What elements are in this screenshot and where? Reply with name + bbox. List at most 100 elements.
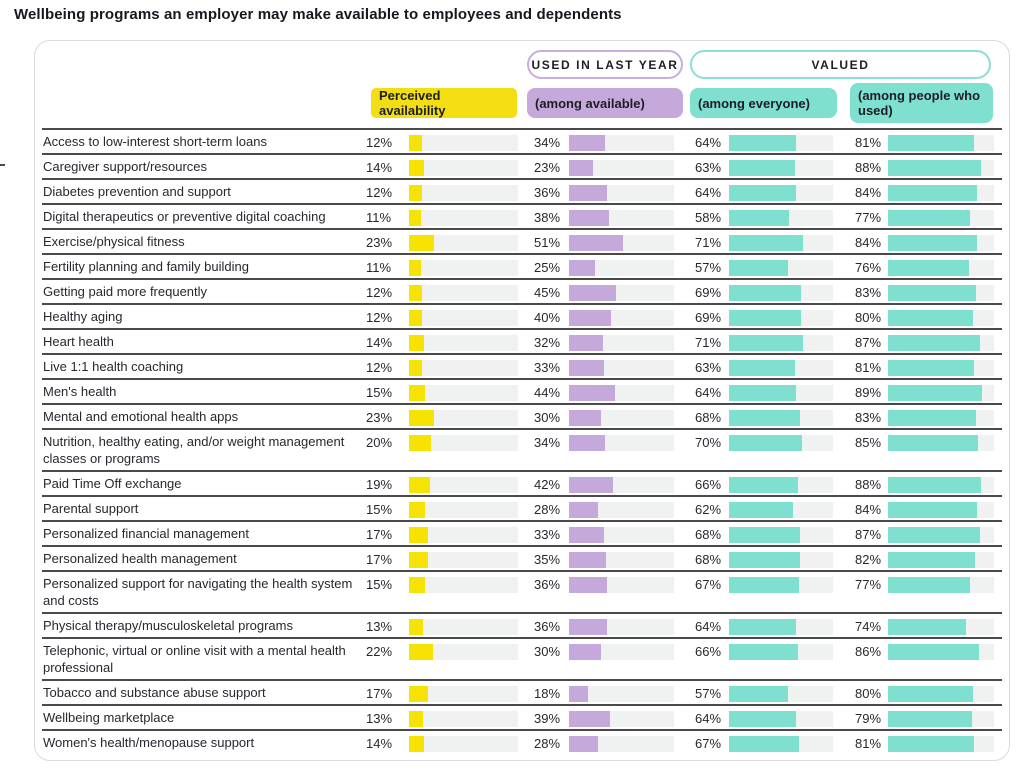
- valued-everyone-bar-fill: [729, 434, 802, 451]
- valued-used-value: 74%: [855, 619, 882, 634]
- table-row: Nutrition, healthy eating, and/or weight…: [42, 428, 1002, 470]
- valued-used-value: 80%: [855, 310, 882, 325]
- used-last-year-value: 34%: [534, 135, 561, 150]
- used-last-year-value: 33%: [534, 527, 561, 542]
- valued-everyone-value: 68%: [695, 527, 722, 542]
- used-last-year-metric: 32%: [534, 332, 674, 353]
- availability-value: 12%: [366, 310, 393, 325]
- valued-used-bar-fill: [888, 159, 982, 176]
- availability-bar-fill: [409, 134, 423, 151]
- availability-value: 23%: [366, 410, 393, 425]
- used-last-year-bar-fill: [569, 259, 596, 276]
- valued-used-bar-fill: [888, 476, 982, 493]
- availability-bar-fill: [409, 735, 425, 752]
- valued-used-value: 84%: [855, 235, 882, 250]
- used-last-year-metric: 42%: [534, 474, 674, 495]
- availability-metric: 15%: [366, 574, 518, 595]
- valued-everyone-bar-fill: [729, 710, 796, 727]
- used-last-year-bar-fill: [569, 284, 617, 301]
- column-header-perceived-availability: Perceived availability: [371, 88, 517, 118]
- valued-everyone-bar-track: [729, 434, 833, 451]
- valued-used-bar-track: [888, 209, 994, 226]
- program-label: Live 1:1 health coaching: [43, 359, 184, 374]
- availability-bar-fill: [409, 309, 423, 326]
- table-row: Women's health/menopause support 14% 28% 67…: [42, 729, 1002, 754]
- valued-used-bar-fill: [888, 384, 983, 401]
- valued-everyone-bar-fill: [729, 618, 796, 635]
- table-row: Tobacco and substance abuse support 17% 18…: [42, 679, 1002, 704]
- valued-everyone-bar-fill: [729, 526, 800, 543]
- valued-everyone-metric: 63%: [695, 357, 833, 378]
- valued-used-metric: 88%: [855, 474, 994, 495]
- table-row: Personalized financial management 17% 33% 6…: [42, 520, 1002, 545]
- valued-everyone-value: 67%: [695, 736, 722, 751]
- availability-bar-fill: [409, 359, 423, 376]
- valued-everyone-value: 70%: [695, 435, 722, 450]
- valued-used-value: 81%: [855, 736, 882, 751]
- program-label: Telephonic, virtual or online visit with…: [43, 643, 346, 675]
- valued-everyone-value: 69%: [695, 285, 722, 300]
- valued-used-bar-fill: [888, 259, 969, 276]
- valued-used-value: 85%: [855, 435, 882, 450]
- table-row: Wellbeing marketplace 13% 39% 64% 79%: [42, 704, 1002, 729]
- used-last-year-bar-track: [569, 476, 674, 493]
- valued-used-metric: 84%: [855, 232, 994, 253]
- valued-used-value: 86%: [855, 644, 882, 659]
- used-last-year-value: 35%: [534, 552, 561, 567]
- availability-bar-track: [409, 501, 518, 518]
- valued-used-bar-fill: [888, 551, 975, 568]
- valued-used-bar-track: [888, 526, 994, 543]
- used-last-year-value: 23%: [534, 160, 561, 175]
- availability-bar-track: [409, 234, 518, 251]
- used-last-year-bar-fill: [569, 234, 623, 251]
- valued-everyone-metric: 67%: [695, 574, 833, 595]
- program-label: Heart health: [43, 334, 114, 349]
- valued-everyone-bar-fill: [729, 685, 789, 702]
- availability-bar-track: [409, 434, 518, 451]
- availability-bar-fill: [409, 618, 424, 635]
- availability-value: 17%: [366, 686, 393, 701]
- used-last-year-metric: 34%: [534, 432, 674, 453]
- valued-used-value: 80%: [855, 686, 882, 701]
- valued-used-bar-fill: [888, 234, 978, 251]
- valued-used-bar-fill: [888, 576, 970, 593]
- used-last-year-bar-track: [569, 384, 674, 401]
- used-last-year-metric: 51%: [534, 232, 674, 253]
- valued-everyone-metric: 64%: [695, 616, 833, 637]
- programs-table: Access to low-interest short-term loans 1…: [42, 128, 1002, 754]
- program-label: Getting paid more frequently: [43, 284, 208, 299]
- availability-metric: 11%: [366, 257, 518, 278]
- valued-everyone-metric: 64%: [695, 132, 833, 153]
- used-last-year-metric: 28%: [534, 733, 674, 754]
- used-last-year-metric: 36%: [534, 182, 674, 203]
- valued-everyone-bar-fill: [729, 184, 796, 201]
- table-row: Exercise/physical fitness 23% 51% 71% 84%: [42, 228, 1002, 253]
- availability-metric: 12%: [366, 132, 518, 153]
- availability-bar-fill: [409, 643, 433, 660]
- valued-used-value: 77%: [855, 210, 882, 225]
- used-last-year-bar-track: [569, 309, 674, 326]
- valued-used-bar-fill: [888, 309, 973, 326]
- program-label: Tobacco and substance abuse support: [43, 685, 266, 700]
- valued-used-metric: 79%: [855, 708, 994, 729]
- used-last-year-bar-track: [569, 434, 674, 451]
- used-last-year-bar-fill: [569, 409, 601, 426]
- valued-everyone-bar-track: [729, 643, 833, 660]
- valued-used-metric: 77%: [855, 574, 994, 595]
- availability-value: 15%: [366, 385, 393, 400]
- used-last-year-bar-fill: [569, 643, 601, 660]
- valued-used-value: 88%: [855, 477, 882, 492]
- valued-everyone-bar-track: [729, 735, 833, 752]
- valued-used-bar-fill: [888, 209, 970, 226]
- valued-everyone-metric: 64%: [695, 708, 833, 729]
- used-last-year-bar-fill: [569, 526, 604, 543]
- availability-metric: 15%: [366, 499, 518, 520]
- availability-metric: 12%: [366, 307, 518, 328]
- used-last-year-value: 28%: [534, 502, 561, 517]
- valued-everyone-value: 68%: [695, 410, 722, 425]
- used-last-year-metric: 18%: [534, 683, 674, 704]
- availability-metric: 17%: [366, 683, 518, 704]
- availability-bar-fill: [409, 234, 435, 251]
- valued-everyone-bar-track: [729, 409, 833, 426]
- valued-used-metric: 83%: [855, 282, 994, 303]
